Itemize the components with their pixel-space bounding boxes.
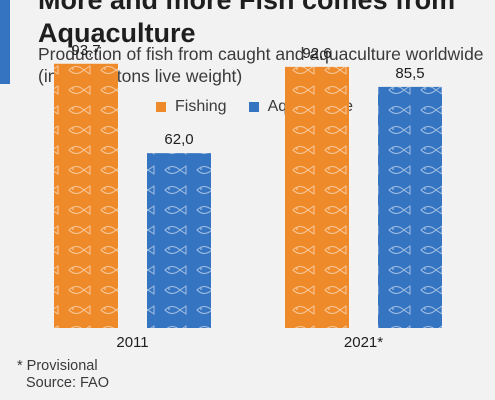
footnote: * Provisional Source: FAO bbox=[17, 358, 109, 392]
category-label-0: 2011 bbox=[116, 334, 148, 351]
title-accent-bar bbox=[0, 0, 10, 84]
footnote-provisional: * Provisional bbox=[17, 358, 98, 374]
legend-swatch-aquaculture bbox=[248, 102, 259, 112]
footnote-source: Source: FAO bbox=[26, 375, 110, 391]
legend-swatch-fishing bbox=[156, 102, 166, 112]
data-label-aquaculture-1: 85,5 bbox=[395, 65, 424, 82]
bar-pattern-fishing-1 bbox=[285, 66, 349, 329]
category-label-1: 2021* bbox=[344, 334, 383, 351]
legend-item-fishing: Fishing bbox=[156, 98, 227, 116]
legend-label-fishing: Fishing bbox=[175, 98, 227, 115]
bar-pattern-aquaculture-0 bbox=[147, 153, 211, 328]
bar-pattern-fishing-0 bbox=[54, 63, 118, 329]
chart-title: More and more Fish comes from Aquacultur… bbox=[38, 0, 456, 48]
bar-pattern-aquaculture-1 bbox=[378, 86, 442, 328]
data-label-fishing-0: 93,7 bbox=[71, 42, 100, 59]
data-label-fishing-1: 92,6 bbox=[302, 45, 331, 62]
data-label-aquaculture-0: 62,0 bbox=[164, 131, 193, 148]
